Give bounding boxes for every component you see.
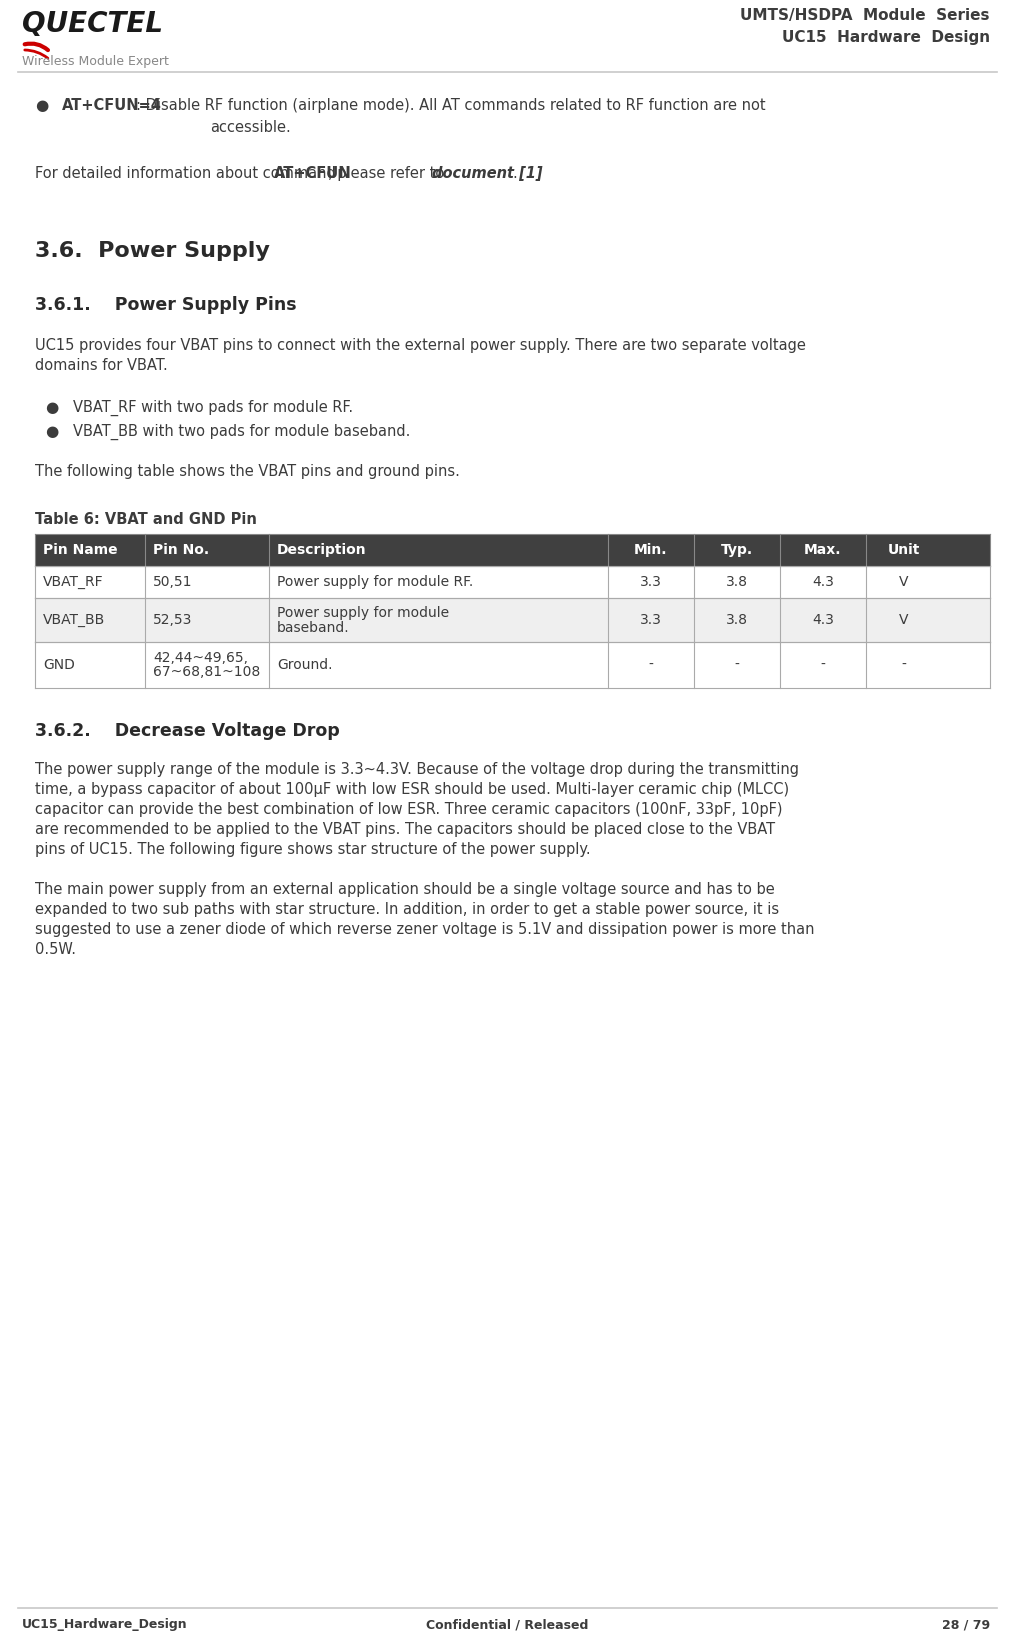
Text: For detailed information about command: For detailed information about command [35, 166, 340, 180]
Text: are recommended to be applied to the VBAT pins. The capacitors should be placed : are recommended to be applied to the VBA… [35, 823, 775, 838]
Text: 3.8: 3.8 [726, 613, 748, 628]
Text: 3.8: 3.8 [726, 575, 748, 588]
Text: 4.3: 4.3 [812, 613, 833, 628]
Text: GND: GND [43, 657, 75, 672]
Text: baseband.: baseband. [277, 621, 349, 634]
Bar [35, 565, 990, 598]
Text: Ground.: Ground. [277, 657, 333, 672]
Text: 0.5W.: 0.5W. [35, 942, 76, 957]
Text: VBAT_BB: VBAT_BB [43, 613, 106, 628]
Text: UC15 provides four VBAT pins to connect with the external power supply. There ar: UC15 provides four VBAT pins to connect … [35, 338, 806, 352]
Text: ●: ● [45, 425, 58, 439]
Text: Wireless Module Expert: Wireless Module Expert [22, 56, 168, 67]
Text: expanded to two sub paths with star structure. In addition, in order to get a st: expanded to two sub paths with star stru… [35, 901, 780, 916]
Text: QUECTEL: QUECTEL [22, 10, 163, 38]
FancyArrowPatch shape [24, 44, 48, 51]
Text: Pin Name: Pin Name [43, 543, 118, 557]
Text: V: V [899, 613, 908, 628]
Text: time, a bypass capacitor of about 100μF with low ESR should be used. Multi-layer: time, a bypass capacitor of about 100μF … [35, 782, 789, 797]
Text: Description: Description [277, 543, 366, 557]
Text: VBAT_RF with two pads for module RF.: VBAT_RF with two pads for module RF. [73, 400, 353, 416]
FancyArrowPatch shape [24, 49, 48, 59]
Text: 3.6.1.    Power Supply Pins: 3.6.1. Power Supply Pins [35, 297, 296, 315]
Text: Confidential / Released: Confidential / Released [426, 1618, 588, 1631]
Text: 28 / 79: 28 / 79 [942, 1618, 990, 1631]
Text: AT+CFUN: AT+CFUN [274, 166, 351, 180]
Text: UC15_Hardware_Design: UC15_Hardware_Design [22, 1618, 188, 1631]
Text: AT+CFUN=4: AT+CFUN=4 [62, 98, 161, 113]
Text: ●: ● [35, 98, 49, 113]
Text: ●: ● [45, 400, 58, 415]
Text: Typ.: Typ. [721, 543, 753, 557]
Text: , please refer to: , please refer to [328, 166, 449, 180]
Text: : Disable RF function (airplane mode). All AT commands related to RF function ar: : Disable RF function (airplane mode). A… [136, 98, 765, 113]
Text: Pin No.: Pin No. [153, 543, 209, 557]
Text: The following table shows the VBAT pins and ground pins.: The following table shows the VBAT pins … [35, 464, 460, 479]
Text: 3.6.  Power Supply: 3.6. Power Supply [35, 241, 270, 261]
Text: VBAT_RF: VBAT_RF [43, 575, 104, 588]
Text: Power supply for module: Power supply for module [277, 605, 449, 620]
Text: accessible.: accessible. [210, 120, 290, 134]
Text: Unit: Unit [888, 543, 921, 557]
Text: 50,51: 50,51 [153, 575, 192, 588]
Text: Power supply for module RF.: Power supply for module RF. [277, 575, 473, 588]
Text: The main power supply from an external application should be a single voltage so: The main power supply from an external a… [35, 882, 774, 897]
Text: domains for VBAT.: domains for VBAT. [35, 357, 167, 374]
Text: 3.3: 3.3 [640, 613, 662, 628]
Text: 42,44~49,65,: 42,44~49,65, [153, 651, 248, 664]
Text: -: - [820, 657, 825, 672]
Text: Min.: Min. [634, 543, 668, 557]
Text: .: . [512, 166, 517, 180]
Text: suggested to use a zener diode of which reverse zener voltage is 5.1V and dissip: suggested to use a zener diode of which … [35, 923, 814, 938]
Text: -: - [901, 657, 906, 672]
Bar [35, 598, 990, 642]
Text: 3.6.2.    Decrease Voltage Drop: 3.6.2. Decrease Voltage Drop [35, 723, 340, 739]
Text: -: - [735, 657, 739, 672]
Text: VBAT_BB with two pads for module baseband.: VBAT_BB with two pads for module baseban… [73, 425, 410, 441]
Bar [35, 534, 990, 565]
Text: capacitor can provide the best combination of low ESR. Three ceramic capacitors : capacitor can provide the best combinati… [35, 801, 783, 816]
Text: 3.3: 3.3 [640, 575, 662, 588]
Text: V: V [899, 575, 908, 588]
Text: document [1]: document [1] [432, 166, 542, 180]
Text: 67~68,81~108: 67~68,81~108 [153, 665, 260, 680]
Text: pins of UC15. The following figure shows star structure of the power supply.: pins of UC15. The following figure shows… [35, 842, 591, 857]
Text: -: - [649, 657, 654, 672]
Text: UMTS/HSDPA  Module  Series: UMTS/HSDPA Module Series [741, 8, 990, 23]
Text: Max.: Max. [804, 543, 841, 557]
Bar [35, 642, 990, 688]
Text: Table 6: VBAT and GND Pin: Table 6: VBAT and GND Pin [35, 511, 257, 528]
Text: UC15  Hardware  Design: UC15 Hardware Design [782, 30, 990, 44]
Text: The power supply range of the module is 3.3~4.3V. Because of the voltage drop du: The power supply range of the module is … [35, 762, 799, 777]
Text: 4.3: 4.3 [812, 575, 833, 588]
Text: 52,53: 52,53 [153, 613, 192, 628]
